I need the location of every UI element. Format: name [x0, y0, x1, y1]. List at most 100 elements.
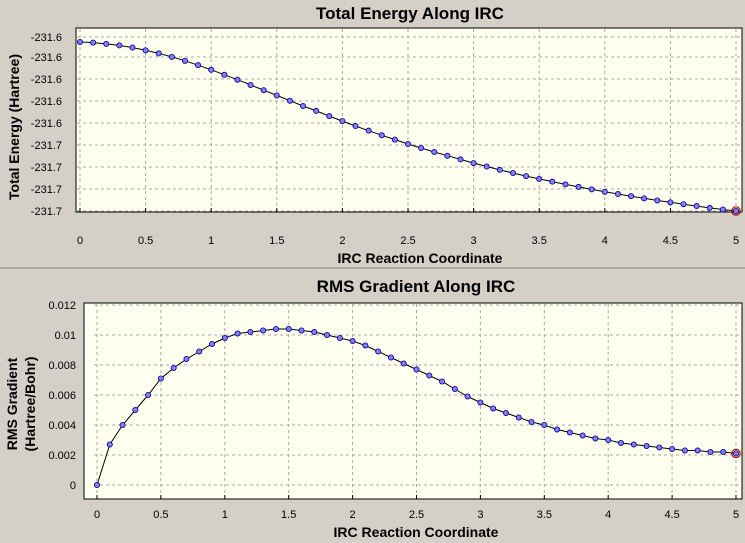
x-tick-label: 2.5: [409, 509, 424, 521]
data-point: [733, 450, 740, 457]
gradient-ticks: 0 0.5 1 1.5 2 2.5 3 3.5 4 4.5 5 0 0.002 0.004 0.006 0.0…: [48, 300, 739, 521]
x-tick-label: 3.5: [532, 235, 547, 247]
data-point: [681, 447, 688, 454]
energy-plot-area: [75, 27, 743, 213]
data-point: [720, 448, 727, 455]
gradient-chart-panel: 0 0.5 1 1.5 2 2.5 3 3.5 4 4.5 5 0 0.002 0.004 0.006 0.0…: [0, 270, 745, 543]
data-point: [404, 140, 411, 147]
data-point: [617, 439, 624, 446]
y-tick-label: -231.6: [31, 74, 62, 86]
data-point: [349, 337, 356, 344]
data-point: [247, 328, 254, 335]
data-point: [378, 132, 385, 139]
current-point-marker: [731, 448, 741, 459]
current-point-marker: [731, 206, 741, 216]
data-point: [183, 355, 190, 362]
y-tick-label: 0.008: [48, 360, 76, 372]
gradient-chart-title: RMS Gradient Along IRC: [317, 277, 516, 296]
data-point: [502, 409, 509, 416]
x-tick-label: 3: [477, 509, 483, 521]
y-tick-label: 0.004: [48, 420, 76, 432]
gradient-y-axis-label-line2: (Hartree/Bohr): [22, 357, 38, 452]
energy-chart-title: Total Energy Along IRC: [316, 4, 504, 23]
data-point: [208, 66, 215, 73]
data-point: [119, 421, 126, 428]
data-point: [614, 191, 621, 198]
data-point: [142, 47, 149, 54]
x-tick-label: 5: [733, 235, 739, 247]
data-point: [413, 366, 420, 373]
data-point: [515, 414, 522, 421]
data-point: [490, 405, 497, 412]
data-point: [170, 364, 177, 371]
data-point: [680, 201, 687, 208]
gradient-y-axis-label-line1: RMS Gradient: [4, 357, 20, 450]
data-point: [733, 207, 740, 214]
x-tick-label: 0.5: [138, 235, 153, 247]
data-point: [477, 399, 484, 406]
data-point: [168, 53, 175, 60]
data-point: [196, 348, 203, 355]
data-point: [549, 178, 556, 185]
data-point: [464, 393, 471, 400]
data-point: [145, 391, 152, 398]
y-tick-label: -231.7: [31, 206, 62, 218]
x-tick-label: 4: [605, 509, 611, 521]
energy-ticks: 0 0.5 1 1.5 2 2.5 3 3.5 4 4.5 5 -231.6 -231.6 -231.6 -…: [31, 32, 739, 247]
data-point: [221, 71, 228, 78]
y-tick-label: -231.6: [31, 118, 62, 130]
data-point: [630, 441, 637, 448]
x-tick-label: 0.5: [153, 509, 168, 521]
data-point: [221, 334, 228, 341]
data-point: [641, 195, 648, 202]
data-point: [554, 426, 561, 433]
data-point: [457, 156, 464, 163]
data-point: [418, 144, 425, 151]
data-point: [272, 325, 279, 332]
data-point: [669, 445, 676, 452]
data-point: [129, 44, 136, 51]
data-point: [391, 136, 398, 143]
energy-y-axis-label: Total Energy (Hartree): [6, 54, 22, 200]
data-point: [339, 118, 346, 125]
data-point: [470, 160, 477, 167]
data-point: [605, 436, 612, 443]
data-point: [588, 186, 595, 193]
data-point: [155, 50, 162, 57]
data-point: [628, 193, 635, 200]
y-tick-label: -231.7: [31, 140, 62, 152]
data-point: [643, 442, 650, 449]
data-point: [285, 325, 292, 332]
data-point: [324, 331, 331, 338]
y-tick-label: -231.6: [31, 32, 62, 44]
data-point: [667, 199, 674, 206]
data-point: [157, 375, 164, 382]
data-point: [694, 447, 701, 454]
y-tick-label: 0.006: [48, 390, 76, 402]
x-tick-label: 1: [208, 235, 214, 247]
data-point: [656, 444, 663, 451]
data-point: [298, 327, 305, 334]
data-point: [483, 163, 490, 170]
data-point: [509, 169, 516, 176]
data-point: [439, 378, 446, 385]
energy-chart-panel: 0 0.5 1 1.5 2 2.5 3 3.5 4 4.5 5 -231.6 -231.6 -231.6 -…: [0, 0, 745, 269]
data-point: [592, 435, 599, 442]
data-point: [365, 127, 372, 134]
data-point: [313, 107, 320, 114]
x-tick-label: 1: [222, 509, 228, 521]
data-point: [541, 421, 548, 428]
data-point: [300, 102, 307, 109]
data-point: [181, 57, 188, 64]
gradient-plot-area: [83, 302, 743, 500]
x-tick-label: 3.5: [537, 509, 552, 521]
x-tick-label: 0: [94, 509, 100, 521]
data-point: [523, 173, 530, 180]
data-point: [209, 340, 216, 347]
x-tick-label: 2.5: [400, 235, 415, 247]
data-point: [536, 175, 543, 182]
data-point: [195, 62, 202, 69]
data-point: [94, 481, 101, 488]
data-point: [444, 152, 451, 159]
data-point: [234, 330, 241, 337]
